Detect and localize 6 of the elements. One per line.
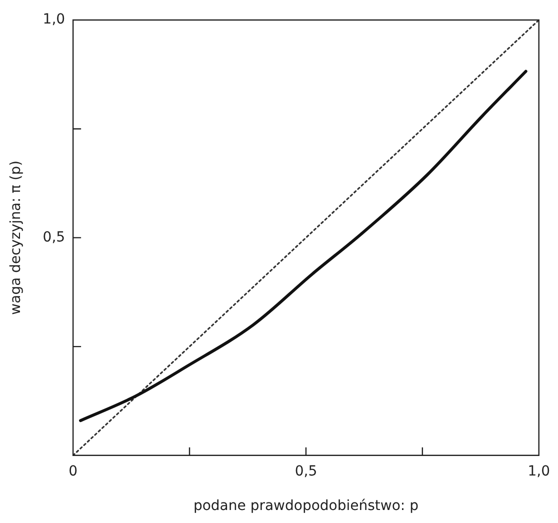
x-tick-label: 0,5 xyxy=(294,463,318,480)
x-axis-title: podane prawdopodobieństwo: p xyxy=(193,498,419,514)
y-axis-title: waga decyzyjna: π (p) xyxy=(8,160,24,315)
line-series xyxy=(79,70,528,422)
x-tick-label: 1,0 xyxy=(528,463,550,480)
x-tick-label: 0 xyxy=(68,463,78,480)
